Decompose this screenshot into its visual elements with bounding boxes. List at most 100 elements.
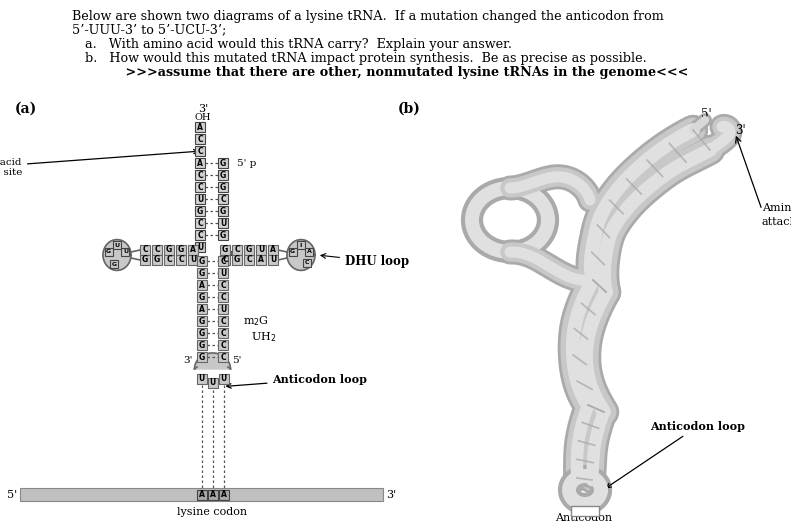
Text: DHU loop: DHU loop bbox=[321, 253, 409, 268]
FancyBboxPatch shape bbox=[303, 259, 311, 267]
Text: U: U bbox=[270, 256, 276, 265]
Text: G: G bbox=[220, 182, 226, 191]
FancyBboxPatch shape bbox=[197, 304, 207, 314]
FancyBboxPatch shape bbox=[164, 245, 174, 255]
FancyBboxPatch shape bbox=[197, 328, 207, 338]
FancyBboxPatch shape bbox=[140, 255, 150, 265]
FancyBboxPatch shape bbox=[220, 255, 230, 265]
Text: A: A bbox=[199, 305, 205, 314]
Text: A: A bbox=[210, 490, 215, 499]
Text: C: C bbox=[234, 246, 240, 255]
Text: 5' p: 5' p bbox=[237, 159, 256, 168]
FancyBboxPatch shape bbox=[218, 194, 228, 204]
FancyBboxPatch shape bbox=[218, 158, 228, 168]
Text: (b): (b) bbox=[398, 102, 421, 116]
Text: G: G bbox=[112, 262, 116, 267]
Text: G: G bbox=[199, 340, 205, 349]
FancyBboxPatch shape bbox=[110, 260, 118, 268]
FancyBboxPatch shape bbox=[152, 255, 162, 265]
Text: Anticodon loop: Anticodon loop bbox=[227, 374, 368, 388]
Text: U: U bbox=[220, 268, 226, 278]
Text: A: A bbox=[270, 246, 276, 255]
Text: 3': 3' bbox=[198, 104, 208, 114]
Text: 5’-UUU-3’ to 5’-UCU-3’;: 5’-UUU-3’ to 5’-UCU-3’; bbox=[72, 23, 226, 36]
Text: G: G bbox=[234, 256, 240, 265]
FancyBboxPatch shape bbox=[218, 340, 228, 350]
FancyBboxPatch shape bbox=[218, 268, 228, 278]
FancyBboxPatch shape bbox=[244, 255, 254, 265]
Text: 5': 5' bbox=[701, 109, 711, 122]
FancyBboxPatch shape bbox=[195, 218, 205, 228]
FancyBboxPatch shape bbox=[305, 248, 313, 256]
Text: C: C bbox=[142, 246, 148, 255]
FancyBboxPatch shape bbox=[218, 230, 228, 240]
Text: C: C bbox=[197, 182, 202, 191]
FancyBboxPatch shape bbox=[196, 490, 206, 500]
FancyBboxPatch shape bbox=[218, 182, 228, 192]
FancyBboxPatch shape bbox=[195, 158, 205, 168]
FancyBboxPatch shape bbox=[195, 182, 205, 192]
Text: lysine codon: lysine codon bbox=[177, 507, 248, 517]
Text: A: A bbox=[307, 249, 312, 254]
FancyBboxPatch shape bbox=[256, 255, 266, 265]
FancyBboxPatch shape bbox=[164, 255, 174, 265]
Text: G: G bbox=[220, 159, 226, 168]
FancyBboxPatch shape bbox=[176, 245, 186, 255]
FancyBboxPatch shape bbox=[195, 242, 205, 252]
FancyBboxPatch shape bbox=[197, 292, 207, 302]
FancyBboxPatch shape bbox=[195, 230, 205, 240]
FancyBboxPatch shape bbox=[256, 245, 266, 255]
Text: G: G bbox=[154, 256, 160, 265]
FancyBboxPatch shape bbox=[195, 206, 205, 216]
Text: mG: mG bbox=[227, 249, 244, 258]
Text: G: G bbox=[142, 256, 148, 265]
FancyBboxPatch shape bbox=[122, 248, 130, 256]
FancyBboxPatch shape bbox=[268, 245, 278, 255]
Text: G: G bbox=[199, 257, 205, 266]
Text: G: G bbox=[199, 328, 205, 337]
Text: U: U bbox=[197, 242, 203, 251]
FancyBboxPatch shape bbox=[176, 255, 186, 265]
Text: A: A bbox=[258, 256, 264, 265]
Text: U: U bbox=[199, 374, 205, 383]
Text: C: C bbox=[197, 147, 202, 155]
FancyBboxPatch shape bbox=[218, 304, 228, 314]
FancyBboxPatch shape bbox=[113, 241, 121, 249]
Bar bbox=[20, 488, 383, 501]
FancyBboxPatch shape bbox=[195, 170, 205, 180]
Text: Amino acid
attachment site: Amino acid attachment site bbox=[0, 150, 198, 177]
FancyBboxPatch shape bbox=[218, 374, 229, 384]
FancyBboxPatch shape bbox=[152, 245, 162, 255]
Text: C: C bbox=[197, 171, 202, 180]
FancyBboxPatch shape bbox=[197, 268, 207, 278]
FancyBboxPatch shape bbox=[197, 340, 207, 350]
FancyBboxPatch shape bbox=[218, 280, 228, 290]
Bar bbox=[571, 506, 599, 516]
Text: C: C bbox=[220, 353, 225, 362]
FancyBboxPatch shape bbox=[197, 280, 207, 290]
Text: Amino acid
attachment: Amino acid attachment bbox=[762, 203, 791, 227]
FancyBboxPatch shape bbox=[232, 245, 242, 255]
FancyBboxPatch shape bbox=[140, 245, 150, 255]
FancyBboxPatch shape bbox=[197, 256, 207, 266]
Text: m$_2$G: m$_2$G bbox=[243, 314, 269, 328]
Text: C: C bbox=[178, 256, 184, 265]
FancyBboxPatch shape bbox=[289, 248, 297, 256]
Text: G: G bbox=[199, 268, 205, 278]
Text: C: C bbox=[222, 256, 228, 265]
Text: G: G bbox=[166, 246, 172, 255]
Text: C: C bbox=[220, 280, 225, 289]
FancyBboxPatch shape bbox=[218, 316, 228, 326]
Text: C: C bbox=[220, 194, 225, 203]
Text: U: U bbox=[197, 194, 203, 203]
Text: Below are shown two diagrams of a lysine tRNA.  If a mutation changed the antico: Below are shown two diagrams of a lysine… bbox=[72, 10, 664, 23]
Text: G: G bbox=[246, 246, 252, 255]
Text: G: G bbox=[220, 171, 226, 180]
Text: U: U bbox=[123, 249, 128, 254]
Polygon shape bbox=[287, 240, 315, 270]
Text: 3': 3' bbox=[184, 356, 193, 365]
Text: A: A bbox=[221, 490, 226, 499]
Text: U: U bbox=[220, 219, 226, 228]
FancyBboxPatch shape bbox=[195, 194, 205, 204]
Text: A: A bbox=[199, 280, 205, 289]
